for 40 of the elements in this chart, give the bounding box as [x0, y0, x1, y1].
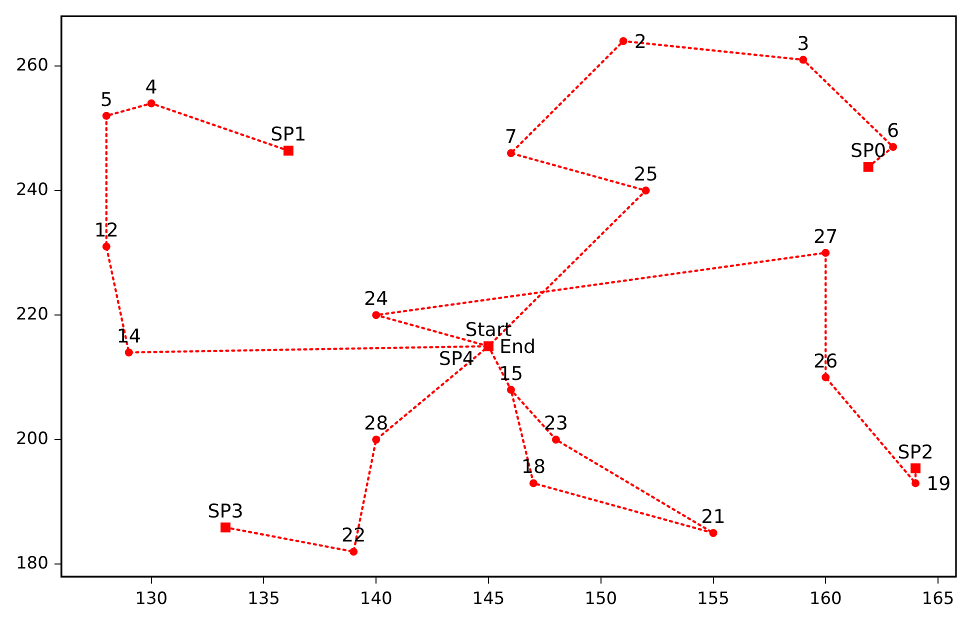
annotation: 22	[342, 524, 366, 547]
point	[863, 162, 874, 172]
point	[220, 522, 230, 532]
x-tick-label: 135	[248, 589, 280, 610]
annotation: 14	[116, 325, 141, 348]
annotation: 12	[94, 220, 118, 242]
annotation: SP0	[850, 140, 886, 162]
annotation: 21	[701, 506, 726, 528]
x-tick-label: 145	[472, 589, 505, 610]
annotation: SP4	[438, 348, 474, 370]
annotation: SP1	[270, 124, 306, 146]
annotation: 19	[926, 473, 951, 496]
annotation: 5	[100, 88, 112, 111]
annotation: SP3	[208, 500, 244, 522]
y-tick-label: 240	[16, 180, 48, 200]
y-tick-label: 200	[16, 429, 48, 450]
y-tick-label: 180	[16, 554, 48, 574]
x-tick-label: 130	[135, 589, 168, 610]
annotation: 25	[634, 164, 658, 186]
x-tick-label: 140	[360, 589, 392, 610]
annotation: 7	[504, 126, 518, 148]
annotation: 27	[814, 226, 838, 248]
y-tick-label: 260	[16, 55, 48, 76]
y-tick-label: 220	[16, 304, 48, 324]
x-tick-label: 155	[697, 589, 730, 610]
annotation: 23	[544, 412, 568, 435]
annotation: 28	[364, 412, 388, 435]
x-tick-label: 165	[922, 589, 954, 610]
annotation: 6	[887, 120, 900, 142]
annotation: 18	[521, 456, 546, 478]
annotation: 15	[498, 362, 524, 385]
annotation: End	[499, 336, 536, 358]
annotation: 24	[364, 288, 388, 310]
annotation: 3	[797, 32, 810, 55]
annotation: 26	[814, 350, 838, 372]
x-tick-label: 150	[584, 589, 618, 610]
annotation: 4	[145, 76, 158, 98]
x-tick-label: 160	[809, 589, 842, 610]
annotation: SP2	[898, 441, 934, 464]
point	[284, 146, 294, 156]
